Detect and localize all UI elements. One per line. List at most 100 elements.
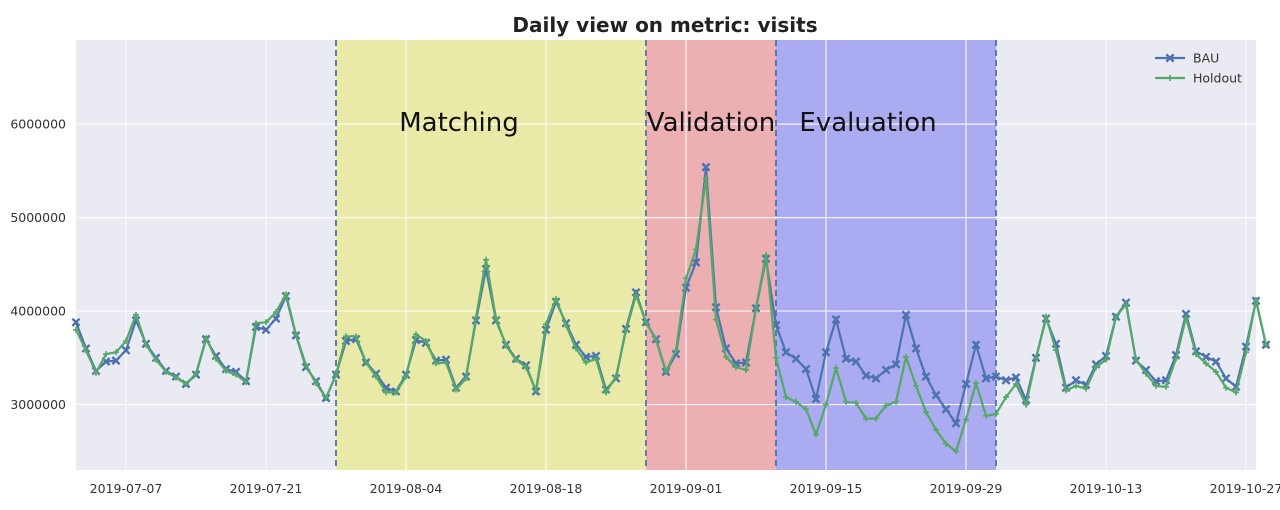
data-point-holdout bbox=[1243, 349, 1249, 356]
data-point-bau bbox=[891, 359, 901, 369]
data-point-holdout bbox=[703, 175, 709, 182]
data-point-holdout bbox=[1263, 341, 1269, 348]
data-point-holdout bbox=[473, 314, 479, 321]
data-point-holdout bbox=[183, 381, 189, 387]
data-point-holdout bbox=[853, 399, 859, 406]
data-point-holdout bbox=[1223, 384, 1229, 391]
period-label-validation: Validation bbox=[647, 108, 775, 138]
x-tick-label: 2019-08-04 bbox=[370, 481, 443, 496]
data-point-holdout bbox=[383, 389, 389, 396]
data-point-holdout bbox=[1033, 355, 1039, 362]
data-point-bau bbox=[901, 310, 911, 320]
data-point-bau bbox=[1221, 373, 1231, 383]
period-label-evaluation: Evaluation bbox=[799, 108, 936, 138]
data-point-holdout bbox=[443, 359, 449, 366]
legend-label-bau: BAU bbox=[1193, 51, 1219, 66]
data-point-holdout bbox=[753, 305, 759, 312]
period-dividers bbox=[335, 40, 997, 470]
data-point-holdout bbox=[1123, 301, 1129, 308]
y-tick-label: 6000000 bbox=[10, 117, 66, 132]
x-tick-label: 2019-08-18 bbox=[510, 481, 583, 496]
data-point-holdout bbox=[1053, 347, 1059, 354]
data-point-holdout bbox=[743, 366, 749, 373]
data-point-holdout bbox=[523, 364, 529, 371]
data-point-holdout bbox=[573, 345, 579, 352]
data-point-holdout bbox=[1133, 356, 1139, 363]
data-point-bau bbox=[1141, 365, 1151, 375]
data-point-holdout bbox=[823, 401, 829, 408]
data-point-holdout bbox=[143, 341, 149, 348]
data-point-holdout bbox=[1233, 389, 1239, 396]
x-tick-label: 2019-09-01 bbox=[650, 481, 723, 496]
data-point-bau bbox=[911, 344, 921, 353]
data-point-holdout bbox=[993, 410, 999, 417]
data-point-holdout bbox=[1183, 314, 1189, 321]
data-point-holdout bbox=[693, 246, 699, 253]
data-point-holdout bbox=[493, 315, 499, 322]
data-point-holdout bbox=[813, 431, 819, 438]
data-point-holdout bbox=[223, 367, 229, 374]
data-point-holdout bbox=[563, 322, 569, 329]
data-point-holdout bbox=[783, 394, 789, 401]
x-tick-label: 2019-10-27 bbox=[1210, 481, 1280, 496]
data-point-bau bbox=[111, 356, 121, 366]
period-band-evaluation bbox=[776, 40, 996, 470]
data-point-holdout bbox=[373, 373, 379, 380]
data-point-holdout bbox=[193, 370, 199, 377]
data-point-holdout bbox=[973, 380, 979, 387]
y-tick-label: 4000000 bbox=[10, 304, 66, 319]
data-point-holdout bbox=[513, 356, 519, 363]
y-tick-label: 3000000 bbox=[10, 397, 66, 412]
data-point-holdout bbox=[393, 389, 399, 396]
data-point-holdout bbox=[1083, 385, 1089, 392]
data-point-bau bbox=[831, 315, 841, 324]
data-point-holdout bbox=[633, 292, 639, 299]
data-point-holdout bbox=[763, 252, 769, 258]
data-point-bau bbox=[971, 340, 981, 350]
data-point-bau bbox=[1011, 373, 1021, 382]
data-point-bau bbox=[861, 371, 871, 381]
data-point-holdout bbox=[913, 382, 919, 389]
data-point-holdout bbox=[543, 321, 549, 328]
data-point-bau bbox=[781, 347, 791, 357]
data-point-holdout bbox=[593, 355, 599, 362]
data-point-holdout bbox=[123, 338, 129, 344]
data-point-holdout bbox=[983, 412, 989, 419]
data-point-holdout bbox=[723, 353, 729, 360]
data-point-holdout bbox=[343, 333, 349, 340]
data-point-holdout bbox=[163, 368, 169, 375]
legend-marker-bau bbox=[1165, 53, 1175, 63]
data-point-holdout bbox=[953, 448, 959, 455]
data-point-bau bbox=[801, 364, 811, 374]
data-point-bau bbox=[71, 317, 81, 327]
data-point-holdout bbox=[173, 374, 179, 381]
data-point-holdout bbox=[293, 331, 299, 338]
data-point-holdout bbox=[333, 371, 339, 378]
data-point-bau bbox=[881, 365, 891, 375]
y-tick-label: 5000000 bbox=[10, 210, 66, 225]
data-point-holdout bbox=[1003, 394, 1009, 401]
data-point-holdout bbox=[203, 335, 209, 342]
data-point-holdout bbox=[663, 368, 669, 375]
data-point-holdout bbox=[353, 333, 359, 340]
data-point-bau bbox=[981, 373, 991, 383]
period-label-matching: Matching bbox=[399, 108, 519, 138]
data-point-bau bbox=[791, 354, 801, 364]
gridlines bbox=[76, 40, 1256, 470]
data-point-bau bbox=[871, 373, 881, 383]
legend-marker-holdout bbox=[1167, 75, 1173, 81]
chart-title: Daily view on metric: visits bbox=[512, 13, 817, 37]
x-tick-label: 2019-09-29 bbox=[930, 481, 1003, 496]
data-point-holdout bbox=[793, 398, 799, 405]
data-point-bau bbox=[1211, 357, 1221, 367]
data-point-bau bbox=[1001, 375, 1011, 385]
data-point-holdout bbox=[413, 331, 419, 338]
data-point-bau bbox=[691, 258, 701, 267]
data-point-bau bbox=[851, 357, 861, 367]
period-bands bbox=[336, 40, 996, 470]
data-point-holdout bbox=[613, 373, 619, 380]
data-point-holdout bbox=[363, 359, 369, 366]
data-point-holdout bbox=[1203, 360, 1209, 367]
data-point-holdout bbox=[233, 371, 239, 378]
